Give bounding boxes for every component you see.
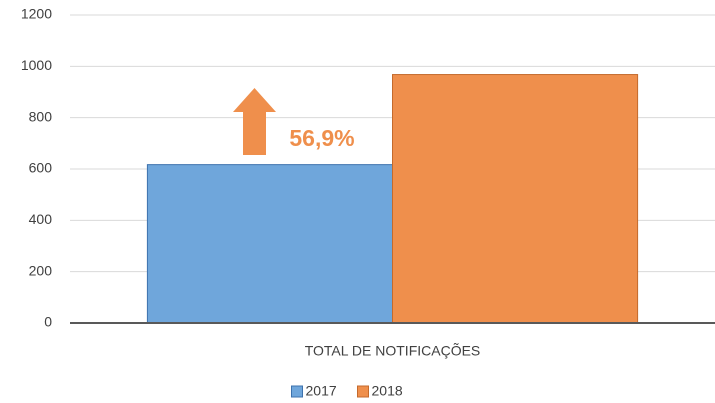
y-tick-label: 1200 — [21, 6, 52, 22]
arrow — [233, 88, 276, 155]
y-tick-label: 800 — [29, 108, 53, 124]
legend-label: 2018 — [372, 383, 403, 399]
legend-label: 2017 — [306, 383, 337, 399]
y-tick-label: 200 — [29, 262, 53, 278]
bar — [392, 74, 639, 324]
y-tick-label: 600 — [29, 160, 53, 176]
bar — [146, 164, 393, 324]
legend-swatch — [291, 385, 303, 398]
y-tick-label: 1000 — [21, 57, 52, 73]
plot: 0 200 400 600 800 1000 1200 TOTAL DE NOTIFICAÇÕ… — [21, 6, 715, 399]
y-tick-label: 0 — [44, 314, 52, 330]
legend-swatch — [357, 385, 369, 398]
x-tick-label: TOTAL DE NOTIFICAÇÕES — [305, 343, 481, 359]
y-tick-label: 400 — [29, 211, 53, 227]
annotation: 56,9% — [289, 125, 354, 151]
